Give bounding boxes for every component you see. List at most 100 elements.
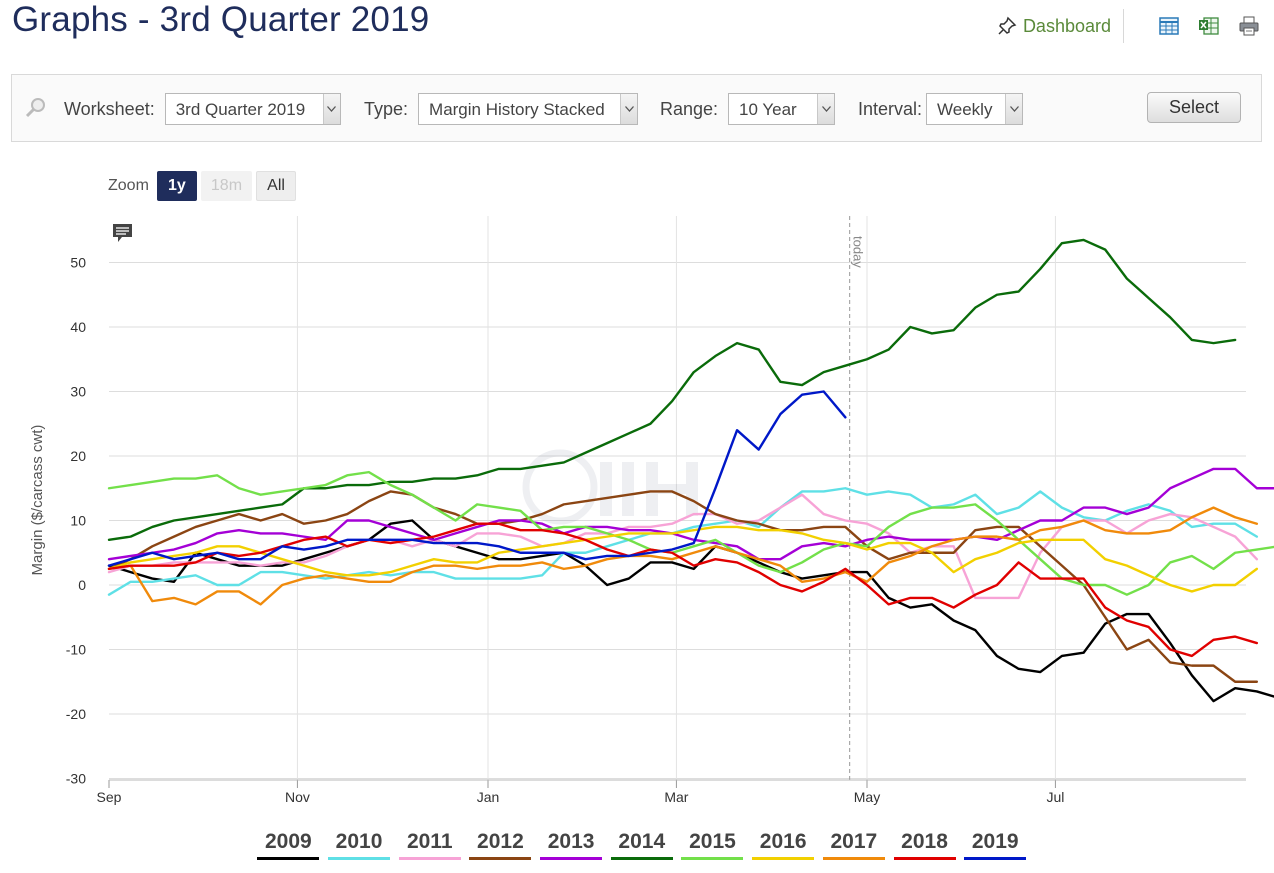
x-tick-label: Jul	[1046, 789, 1064, 805]
series-line-2019[interactable]	[107, 390, 847, 567]
x-tick-label: Sep	[97, 789, 122, 805]
type-select[interactable]: Margin History Stacked	[418, 93, 639, 125]
y-axis-label: Margin ($/carcass cwt)	[29, 425, 46, 576]
interval-control: Interval: Weekly	[858, 93, 1024, 125]
page-title: Graphs - 3rd Quarter 2019	[12, 0, 430, 39]
chevron-down-icon	[620, 94, 638, 124]
series-line-2015[interactable]	[107, 470, 1274, 596]
legend-swatch	[681, 857, 744, 860]
toolbar-separator	[1123, 9, 1124, 43]
zoom-label: Zoom	[108, 177, 149, 194]
legend-item-2017[interactable]: 2017	[819, 830, 890, 860]
worksheet-select[interactable]: 3rd Quarter 2019	[164, 93, 341, 125]
type-value: Margin History Stacked	[429, 100, 605, 119]
worksheet-control: Worksheet: 3rd Quarter 2019	[64, 93, 341, 125]
excel-icon[interactable]	[1198, 15, 1220, 37]
legend-item-2012[interactable]: 2012	[465, 830, 536, 860]
top-actions: Dashboard	[997, 8, 1260, 44]
interval-select[interactable]: Weekly	[926, 93, 1024, 125]
legend-label: 2018	[901, 830, 948, 853]
zoom-all-button[interactable]: All	[256, 171, 297, 201]
zoom-controls: Zoom 1y 18m All	[108, 171, 300, 201]
legend-swatch	[398, 857, 461, 860]
legend-swatch	[540, 857, 603, 860]
legend-swatch	[469, 857, 532, 860]
legend-swatch	[822, 857, 885, 860]
legend-item-2015[interactable]: 2015	[677, 830, 748, 860]
legend-swatch	[610, 857, 673, 860]
series-line-2017[interactable]	[107, 506, 1259, 606]
series-line-2014[interactable]	[107, 238, 1237, 542]
worksheet-label: Worksheet:	[64, 98, 155, 119]
dashboard-label: Dashboard	[1022, 15, 1111, 36]
worksheet-value: 3rd Quarter 2019	[175, 100, 306, 119]
chart-legend: 2009 2010 2011 2012 2013 2014 2015 2016 2017 2018…	[253, 830, 1031, 860]
type-control: Type: Margin History Stacked	[364, 93, 639, 125]
legend-swatch	[257, 857, 320, 860]
series-line-2012[interactable]	[107, 490, 1259, 683]
y-tick-label: 30	[70, 384, 86, 400]
legend-label: 2010	[335, 830, 383, 853]
dashboard-link[interactable]: Dashboard	[997, 16, 1111, 37]
chevron-down-icon	[1005, 94, 1023, 124]
legend-item-2016[interactable]: 2016	[748, 830, 819, 860]
series-lines	[107, 238, 1274, 703]
legend-item-2011[interactable]: 2011	[394, 830, 465, 860]
legend-label: 2019	[971, 830, 1019, 853]
control-bar: Worksheet: 3rd Quarter 2019 Type: Margin…	[11, 74, 1262, 142]
legend-label: 2013	[547, 830, 595, 853]
legend-item-2014[interactable]: 2014	[606, 830, 677, 860]
y-tick-label: -30	[66, 771, 86, 787]
x-tick-label: Mar	[664, 789, 688, 805]
pin-icon	[998, 16, 1017, 35]
legend-label: 2017	[830, 830, 878, 853]
range-control: Range: 10 Year	[660, 93, 836, 125]
legend-item-2010[interactable]: 2010	[324, 830, 395, 860]
y-tick-label: 20	[70, 448, 86, 464]
legend-swatch	[964, 857, 1027, 860]
legend-item-2013[interactable]: 2013	[536, 830, 607, 860]
y-tick-label: 40	[70, 319, 86, 335]
series-line-2016[interactable]	[107, 525, 1259, 593]
watermark-logo	[522, 449, 698, 525]
y-tick-label: 50	[70, 255, 86, 271]
type-label: Type:	[364, 98, 409, 119]
legend-swatch	[893, 857, 956, 860]
interval-value: Weekly	[937, 100, 993, 119]
series-line-2010[interactable]	[107, 487, 1259, 596]
chevron-down-icon	[322, 94, 340, 124]
y-tick-label: 10	[70, 513, 86, 529]
legend-swatch	[752, 857, 815, 860]
table-icon[interactable]	[1158, 15, 1180, 37]
search-icon	[24, 96, 48, 125]
x-tick-label: Jan	[477, 789, 500, 805]
chevron-down-icon	[817, 94, 835, 124]
zoom-18m-button: 18m	[200, 171, 253, 201]
grid	[109, 216, 1246, 780]
y-tick-label: -20	[66, 706, 86, 722]
legend-label: 2009	[264, 830, 312, 853]
annotation-icon[interactable]	[113, 224, 132, 242]
interval-label: Interval:	[858, 98, 923, 119]
y-tick-label: 0	[78, 577, 86, 593]
legend-label: 2014	[618, 830, 666, 853]
legend-item-2018[interactable]: 2018	[889, 830, 960, 860]
legend-item-2019[interactable]: 2019	[960, 830, 1031, 860]
range-value: 10 Year	[739, 100, 797, 119]
legend-item-2009[interactable]: 2009	[253, 830, 324, 860]
zoom-1y-button[interactable]: 1y	[156, 171, 197, 201]
legend-label: 2016	[759, 830, 807, 853]
y-tick-label: -10	[66, 642, 86, 658]
axes: 50 40 30 20 10 0 -10 -20 -30 Sep Nov Jan Mar May Jul	[66, 255, 1246, 805]
range-select[interactable]: 10 Year	[728, 93, 836, 125]
series-line-2018[interactable]	[107, 522, 1259, 658]
today-marker: today	[849, 216, 866, 780]
legend-label: 2012	[477, 830, 524, 853]
range-label: Range:	[660, 98, 719, 119]
legend-swatch	[328, 857, 391, 860]
x-tick-label: Nov	[285, 789, 310, 805]
select-button[interactable]: Select	[1147, 92, 1241, 123]
series-line-2009[interactable]	[107, 519, 1274, 703]
print-icon[interactable]	[1238, 15, 1260, 37]
